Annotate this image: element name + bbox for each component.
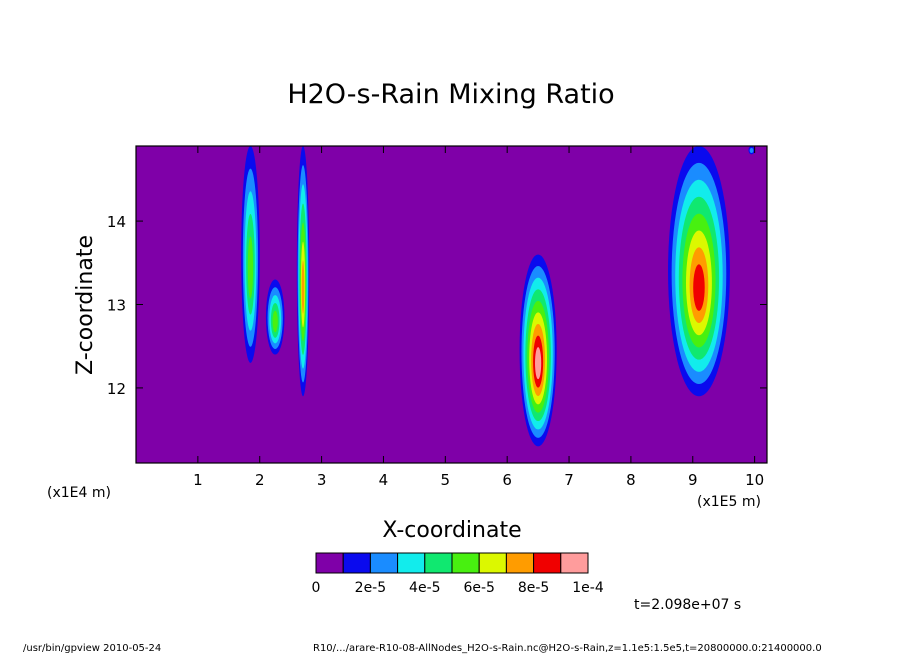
- x-axis-unit: (x1E5 m): [697, 494, 761, 510]
- colorbar-label-1: 2e-5: [355, 580, 386, 596]
- x-tick-label-4: 5: [441, 471, 451, 489]
- colorbar-label-3: 6e-5: [463, 580, 494, 596]
- colorbar-swatch-4: [424, 552, 453, 574]
- x-tick-label-9: 10: [745, 471, 764, 489]
- feature-plume-e-level-2: [749, 147, 754, 154]
- colorbar-swatch-9: [560, 552, 589, 574]
- colorbar-swatch-8: [533, 552, 562, 574]
- feature-plume-b-level-7: [301, 260, 305, 314]
- colorbar-swatch-2: [369, 552, 399, 574]
- feature-plume-a2: [265, 279, 285, 355]
- colorbar-label-2: 4e-5: [409, 580, 440, 596]
- feature-plume-d-level-8: [693, 264, 705, 311]
- x-tick-label-2: 3: [317, 471, 327, 489]
- feature-plume-e: [748, 146, 755, 155]
- feature-plume-c-level-9: [535, 347, 542, 380]
- x-tick-label-1: 2: [255, 471, 265, 489]
- x-tick-label-7: 8: [626, 471, 636, 489]
- y-tick-label-1: 13: [107, 297, 126, 315]
- chart-title: H2O-s-Rain Mixing Ratio: [287, 79, 614, 110]
- feature-plume-a: [241, 146, 260, 363]
- x-tick-label-0: 1: [193, 471, 203, 489]
- y-axis-label: Z-coordinate: [73, 235, 98, 375]
- colorbar-swatch-3: [397, 552, 426, 574]
- feature-plume-a2-level-5: [272, 310, 278, 333]
- feature-plume-a-level-5: [247, 236, 254, 299]
- colorbar-label-0: 0: [312, 580, 321, 596]
- y-tick-label-2: 14: [107, 213, 126, 231]
- time-label: t=2.098e+07 s: [634, 597, 741, 613]
- x-tick-label-8: 9: [688, 471, 698, 489]
- colorbar-labels: 0 2e-5 4e-5 6e-5 8e-5 1e-4: [312, 580, 604, 596]
- colorbar-swatch-7: [505, 552, 535, 574]
- colorbar: [315, 552, 589, 574]
- x-axis-ticks: 1 2 3 4 5 6 7 8 9 10: [193, 146, 764, 489]
- colorbar-swatch-1: [342, 552, 371, 574]
- heatmap-features: [241, 146, 755, 447]
- y-axis-ticks: 12 13 14: [107, 213, 767, 398]
- y-tick-label-0: 12: [107, 380, 126, 398]
- colorbar-swatch-0: [315, 552, 344, 574]
- x-tick-label-3: 4: [379, 471, 389, 489]
- colorbar-label-4: 8e-5: [518, 580, 549, 596]
- feature-plume-b: [296, 146, 310, 397]
- plot-background: [136, 146, 767, 463]
- feature-plume-d: [668, 146, 730, 397]
- colorbar-swatch-6: [478, 552, 507, 574]
- colorbar-swatch-5: [451, 552, 480, 574]
- colorbar-label-5: 1e-4: [572, 580, 604, 596]
- footer-right: R10/.../arare-R10-08-AllNodes_H2O-s-Rain…: [313, 643, 822, 654]
- y-axis-unit: (x1E4 m): [47, 485, 111, 501]
- footer-left: /usr/bin/gpview 2010-05-24: [23, 643, 161, 654]
- x-tick-label-6: 7: [564, 471, 574, 489]
- x-axis-label: X-coordinate: [382, 518, 521, 543]
- x-tick-label-5: 6: [502, 471, 512, 489]
- feature-plume-c: [519, 254, 557, 447]
